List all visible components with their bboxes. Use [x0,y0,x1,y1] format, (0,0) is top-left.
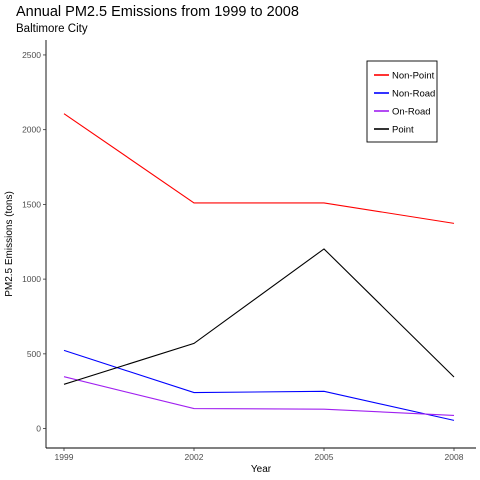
x-axis-label: Year [251,464,272,475]
y-tick-label: 1000 [22,274,41,284]
x-tick-label: 1999 [55,452,74,462]
series-line-on-road [63,376,455,416]
y-axis-label: PM2.5 Emissions (tons) [4,191,15,297]
x-tick-label: 2005 [315,452,334,462]
series-line-non-point [63,113,455,224]
legend-label-point: Point [392,125,414,136]
y-tick-label: 0 [36,424,41,434]
axes: 0 500 1000 1500 2000 2500 1999 2002 2005 2008 [22,40,476,462]
legend-label-non-point: Non-Point [392,71,435,82]
y-tick-label: 1500 [22,199,41,209]
series-lines [63,113,455,421]
y-tick-label: 2000 [22,125,41,135]
x-tick-label: 2008 [445,452,464,462]
legend: Non-Point Non-Road On-Road Point [366,60,438,143]
series-line-non-road [63,349,455,421]
legend-label-non-road: Non-Road [392,89,435,100]
y-tick-label: 2500 [22,50,41,60]
y-tick-label: 500 [27,349,41,359]
chart-title: Annual PM2.5 Emissions from 1999 to 2008 [16,4,299,20]
chart-subtitle: Baltimore City [16,23,88,35]
series-line-point [63,248,455,385]
x-tick-label: 2002 [185,452,204,462]
legend-label-on-road: On-Road [392,107,431,118]
